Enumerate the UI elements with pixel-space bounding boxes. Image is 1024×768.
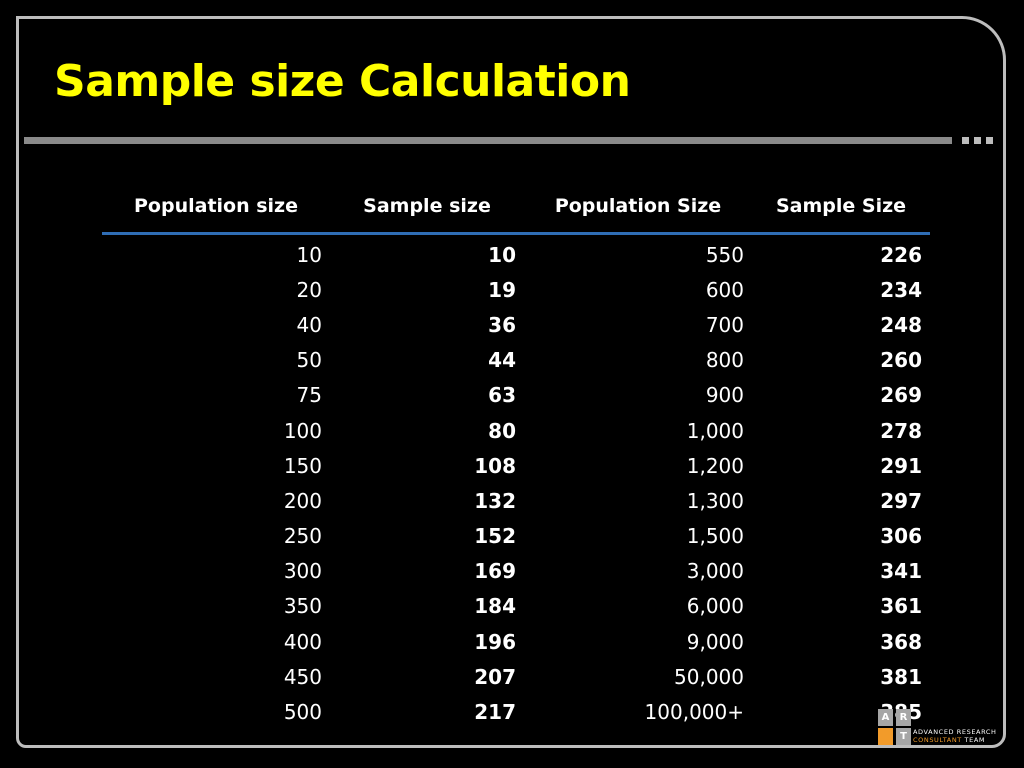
- table-row: 250 152 1,500 306: [102, 519, 930, 554]
- logo-mark-letter: T: [900, 731, 907, 742]
- sample-size-cell-2: 226: [880, 242, 922, 267]
- sample-size-cell: 132: [474, 488, 516, 513]
- table-row: 20 19 600 234: [102, 272, 930, 307]
- logo-wordmark: ADVANCED RESEARCH CONSULTANT TEAM: [913, 728, 997, 744]
- population-size-cell: 250: [283, 524, 322, 549]
- sample-size-cell-2: 291: [880, 453, 922, 478]
- population-size-cell: 200: [283, 488, 322, 513]
- population-size-cell-2: 1,500: [686, 524, 744, 549]
- logo-mark: A R T: [878, 709, 911, 745]
- logo-mark-tile-t: T: [896, 728, 911, 745]
- population-size-cell: 40: [296, 312, 322, 337]
- sample-size-cell: 63: [488, 383, 516, 408]
- sample-size-cell: 184: [474, 594, 516, 619]
- population-size-cell: 150: [283, 453, 322, 478]
- logo-mark-letter: R: [899, 712, 908, 723]
- table-body: 10 10 550 226 20 19 600 234 40 36 700 248 50 44 800 260…: [102, 234, 930, 730]
- art-logo: A R T ADVANCED RESEARCH CONSULTANT TEAM: [878, 709, 1018, 749]
- population-size-cell-2: 100,000+: [644, 700, 744, 725]
- population-size-cell-2: 50,000: [674, 664, 744, 689]
- table-row: 100 80 1,000 278: [102, 413, 930, 448]
- sample-size-cell-2: 368: [880, 629, 922, 654]
- population-size-cell-2: 1,200: [686, 453, 744, 478]
- table-row: 350 184 6,000 361: [102, 589, 930, 624]
- logo-mark-letter: A: [881, 712, 890, 723]
- sample-size-cell: 19: [488, 277, 516, 302]
- population-size-cell-2: 900: [705, 383, 744, 408]
- sample-size-cell-2: 297: [880, 488, 922, 513]
- header-population-size: Population size: [102, 184, 330, 235]
- table-row: 75 63 900 269: [102, 378, 930, 413]
- population-size-cell-2: 9,000: [686, 629, 744, 654]
- sample-size-cell: 80: [488, 418, 516, 443]
- population-size-cell: 400: [283, 629, 322, 654]
- population-size-cell: 350: [283, 594, 322, 619]
- table-row: 300 169 3,000 341: [102, 554, 930, 589]
- logo-line-2-rest: TEAM: [961, 736, 986, 744]
- divider-dot: [974, 137, 981, 144]
- slide-frame: [16, 16, 1006, 748]
- table-row: 200 132 1,300 297: [102, 483, 930, 518]
- table-row: 450 207 50,000 381: [102, 659, 930, 694]
- header-sample-size-2: Sample Size: [752, 184, 930, 235]
- logo-line-1: ADVANCED RESEARCH: [913, 728, 997, 736]
- population-size-cell-2: 1,000: [686, 418, 744, 443]
- population-size-cell-2: 550: [705, 242, 744, 267]
- sample-size-cell: 152: [474, 524, 516, 549]
- divider-dot: [986, 137, 993, 144]
- sample-size-cell: 169: [474, 559, 516, 584]
- table-row: 40 36 700 248: [102, 307, 930, 342]
- logo-mark-tile-orange: [878, 728, 893, 745]
- sample-size-cell: 207: [474, 664, 516, 689]
- table-header-row: Population size Sample size Population S…: [102, 184, 930, 235]
- sample-size-cell-2: 269: [880, 383, 922, 408]
- header-population-size-2: Population Size: [524, 184, 752, 235]
- logo-line-2: CONSULTANT TEAM: [913, 736, 997, 744]
- sample-size-cell-2: 361: [880, 594, 922, 619]
- sample-size-cell-2: 248: [880, 312, 922, 337]
- sample-size-cell: 196: [474, 629, 516, 654]
- sample-size-cell-2: 234: [880, 277, 922, 302]
- sample-size-cell-2: 306: [880, 524, 922, 549]
- sample-size-cell: 36: [488, 312, 516, 337]
- sample-size-cell: 217: [474, 700, 516, 725]
- population-size-cell: 100: [283, 418, 322, 443]
- sample-size-table: Population size Sample size Population S…: [102, 184, 930, 730]
- population-size-cell: 20: [296, 277, 322, 302]
- population-size-cell: 10: [296, 242, 322, 267]
- population-size-cell: 300: [283, 559, 322, 584]
- header-sample-size: Sample size: [330, 184, 524, 235]
- population-size-cell-2: 700: [705, 312, 744, 337]
- population-size-cell-2: 6,000: [686, 594, 744, 619]
- logo-mark-tile-r: R: [896, 709, 911, 726]
- table-row: 10 10 550 226: [102, 234, 930, 273]
- title-divider: [24, 137, 952, 144]
- table-row: 50 44 800 260: [102, 343, 930, 378]
- table-row: 400 196 9,000 368: [102, 624, 930, 659]
- sample-size-cell: 44: [488, 348, 516, 373]
- logo-line-2-accent: CONSULTANT: [913, 736, 962, 744]
- population-size-cell: 50: [296, 348, 322, 373]
- population-size-cell: 75: [296, 383, 322, 408]
- table-row: 150 108 1,200 291: [102, 448, 930, 483]
- population-size-cell-2: 800: [705, 348, 744, 373]
- sample-size-cell-2: 278: [880, 418, 922, 443]
- logo-mark-tile-a: A: [878, 709, 893, 726]
- population-size-cell-2: 3,000: [686, 559, 744, 584]
- sample-size-cell: 108: [474, 453, 516, 478]
- population-size-cell: 450: [283, 664, 322, 689]
- slide-title: Sample size Calculation: [54, 56, 631, 107]
- sample-size-cell-2: 260: [880, 348, 922, 373]
- sample-size-cell-2: 341: [880, 559, 922, 584]
- sample-size-cell: 10: [488, 242, 516, 267]
- population-size-cell-2: 600: [705, 277, 744, 302]
- sample-size-cell-2: 381: [880, 664, 922, 689]
- population-size-cell-2: 1,300: [686, 488, 744, 513]
- divider-dot: [962, 137, 969, 144]
- population-size-cell: 500: [283, 700, 322, 725]
- divider-dots: [962, 137, 993, 144]
